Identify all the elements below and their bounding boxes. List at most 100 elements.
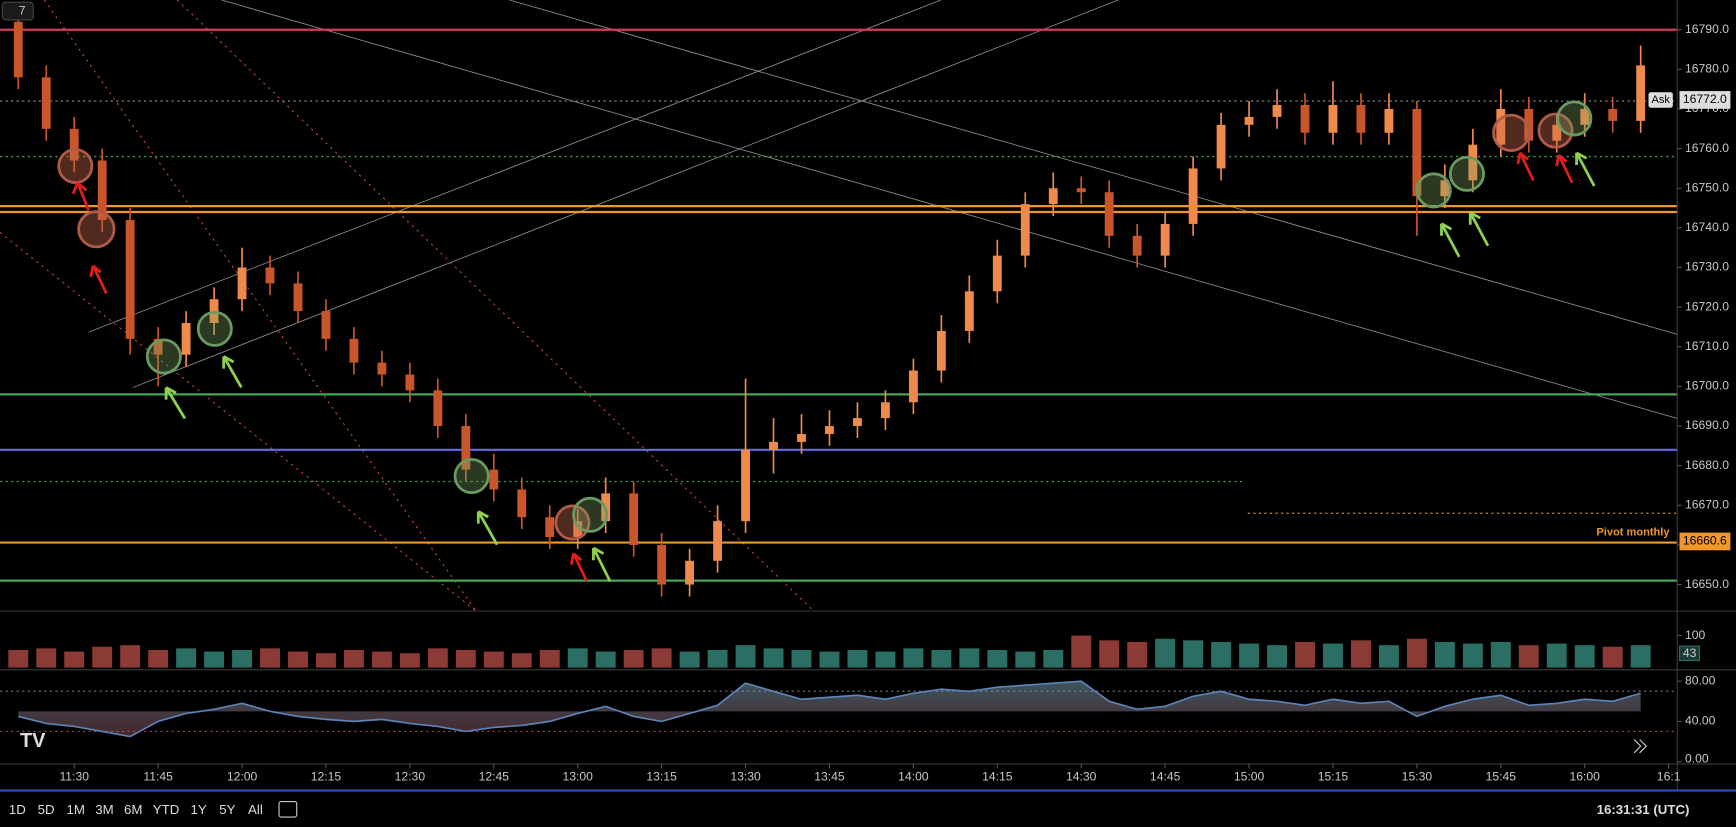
candle-body: [125, 219, 135, 339]
range-button[interactable]: 1M: [66, 802, 84, 817]
volume-bar: [791, 649, 812, 668]
range-button[interactable]: All: [248, 802, 263, 817]
range-button[interactable]: 5Y: [219, 802, 235, 817]
candle-body: [293, 283, 303, 312]
candle-body: [1300, 105, 1310, 133]
y-tick-label: 16650.0: [1685, 577, 1729, 591]
y-tick-label: 16760.0: [1685, 141, 1729, 155]
candle-body: [713, 521, 723, 561]
volume-bar: [1406, 638, 1427, 668]
candle-body: [1524, 108, 1534, 141]
volume-last-box: [1678, 645, 1700, 662]
volume-bar: [1546, 643, 1567, 668]
candle-body: [908, 370, 918, 403]
rsi-tick-label: 0.00: [1685, 752, 1709, 766]
candle-body: [1160, 223, 1170, 256]
scroll-button[interactable]: [1633, 739, 1648, 754]
candle-body: [1384, 108, 1394, 133]
volume-bar: [1043, 649, 1064, 668]
rsi-fill: [18, 681, 1641, 737]
candle-body: [1636, 65, 1646, 121]
x-tick-label: 13:00: [563, 769, 594, 783]
candle-body: [1468, 144, 1478, 181]
volume-bar: [1211, 641, 1232, 668]
volume-bar: [1155, 638, 1176, 668]
volume-bar: [8, 649, 29, 668]
y-tick-label: 16690.0: [1685, 418, 1729, 432]
volume-bar: [1490, 641, 1511, 668]
volume-bar: [1323, 643, 1343, 668]
level-label-box: [1679, 532, 1731, 551]
candle-body: [1356, 105, 1366, 133]
volume-bar: [847, 649, 868, 668]
calendar-icon[interactable]: [278, 800, 298, 818]
volume-bar: [735, 645, 756, 668]
volume-bar: [1239, 643, 1260, 668]
volume-bar: [260, 648, 280, 668]
volume-bar: [316, 653, 336, 668]
level-tag-box: [1648, 92, 1673, 108]
x-tick-label: 11:30: [59, 769, 89, 783]
volume-bar: [651, 648, 672, 668]
range-button[interactable]: 5D: [38, 802, 55, 817]
y-tick-label: 16730.0: [1685, 260, 1729, 274]
volume-bar: [232, 649, 253, 668]
range-button[interactable]: 3M: [95, 802, 113, 817]
badge[interactable]: 7: [19, 3, 26, 17]
range-button[interactable]: 1Y: [190, 802, 206, 817]
x-tick-label: 16:1: [1657, 769, 1681, 783]
x-tick-label: 16:00: [1570, 769, 1601, 783]
y-tick-label: 16750.0: [1685, 180, 1729, 194]
candle-body: [769, 441, 778, 450]
volume-bar: [1378, 645, 1399, 668]
candle-body: [405, 374, 415, 391]
volume-bar: [1267, 645, 1287, 668]
candle-body: [489, 469, 499, 490]
volume-bar: [455, 649, 476, 668]
candle-body: [741, 449, 750, 522]
range-button[interactable]: YTD: [153, 802, 180, 817]
logo: TV: [20, 730, 46, 752]
candle-body: [1496, 108, 1506, 145]
volume-bar: [903, 648, 924, 668]
level-label: 16772.0: [1683, 92, 1727, 106]
volume-bar: [36, 648, 57, 668]
volume-bar: [623, 649, 644, 668]
volume-bar: [176, 648, 197, 668]
volume-bar: [819, 651, 840, 668]
annotations: [57, 100, 1596, 582]
volume-bar: [1295, 641, 1315, 668]
volume-bar: [92, 646, 113, 668]
candle-body: [1272, 105, 1282, 117]
volume-bar: [1518, 645, 1539, 668]
volume-bar: [1350, 640, 1371, 668]
range-button[interactable]: 1D: [9, 802, 26, 817]
candle-body: [1216, 124, 1226, 169]
candle-body: [41, 77, 51, 129]
x-tick-label: 15:45: [1486, 769, 1517, 783]
volume-bar: [763, 648, 784, 668]
candle-body: [377, 362, 387, 375]
volume-bar: [1602, 646, 1623, 668]
volume-bar: [1071, 635, 1092, 668]
x-tick-label: 14:00: [898, 769, 929, 783]
badge-box[interactable]: [1, 1, 34, 21]
range-button[interactable]: 6M: [124, 802, 142, 817]
candle-body: [1048, 188, 1058, 205]
candle-body: [237, 267, 247, 300]
x-tick-label: 15:30: [1402, 769, 1433, 783]
trendlines: [0, 0, 1678, 612]
candle-body: [1608, 108, 1618, 121]
volume-bar: [148, 649, 169, 668]
candle-body: [964, 291, 974, 331]
x-tick-label: 11:45: [143, 769, 173, 783]
candle-body: [517, 489, 527, 518]
x-tick-label: 14:15: [982, 769, 1013, 783]
volume-bar: [343, 649, 364, 668]
volume-bar: [483, 651, 504, 668]
y-tick-label: 16790.0: [1685, 22, 1729, 36]
candle-body: [880, 402, 890, 419]
volume-bar: [120, 645, 141, 668]
rsi-tick-label: 80.00: [1685, 673, 1716, 687]
